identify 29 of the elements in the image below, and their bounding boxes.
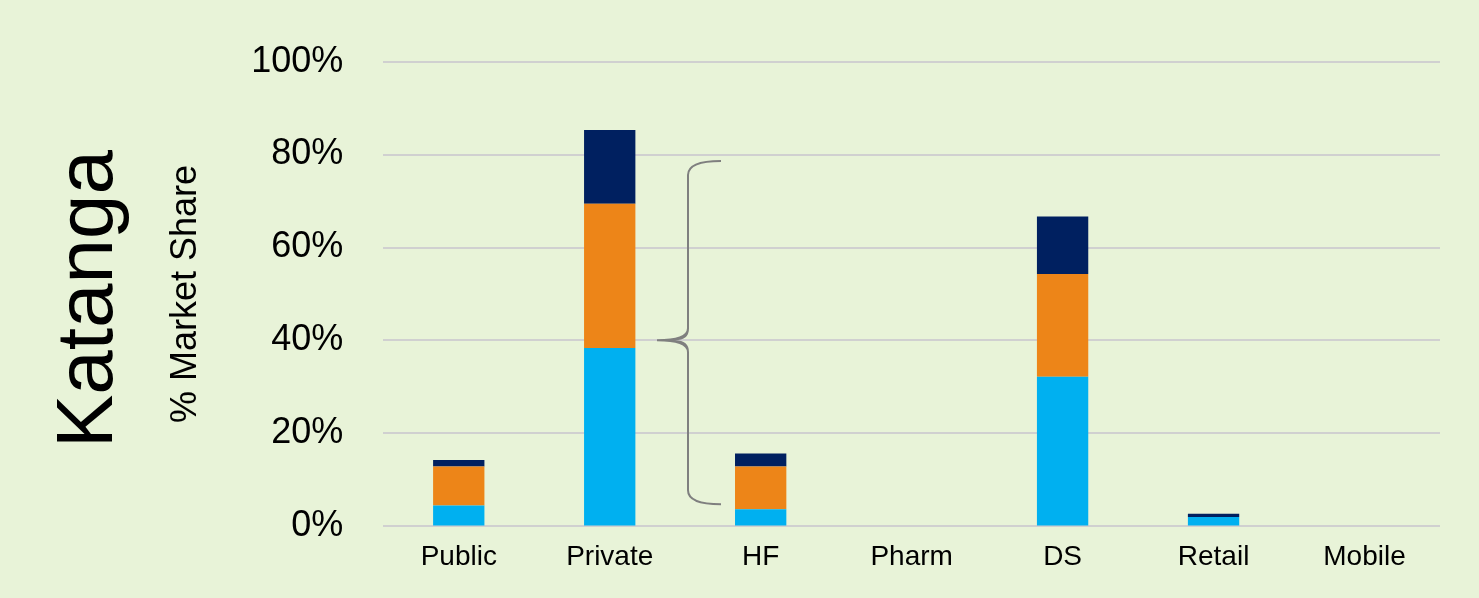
bar — [735, 466, 787, 510]
x-tick-label: Retail — [1177, 539, 1250, 571]
bar — [584, 203, 636, 348]
bar — [433, 505, 485, 526]
x-tick-label: HF — [742, 539, 780, 571]
y-tick-label: 20% — [271, 410, 344, 452]
bar — [433, 466, 485, 506]
y-tick-label: 60% — [271, 224, 344, 266]
y-tick-label: 40% — [271, 317, 344, 359]
bar — [1187, 517, 1240, 526]
bar — [735, 453, 787, 467]
bar — [433, 459, 485, 467]
y-tick-label: 100% — [251, 38, 344, 80]
x-tick-label: Mobile — [1323, 539, 1406, 571]
x-tick-label: Pharm — [870, 539, 953, 571]
bar — [584, 347, 636, 526]
x-tick-label: Public — [420, 539, 497, 571]
y-tick-label: 0% — [291, 503, 344, 545]
bar — [1187, 513, 1240, 518]
y-tick-label: 80% — [271, 131, 344, 173]
text: Katanga — [39, 149, 130, 449]
bar — [1036, 216, 1089, 275]
bar — [1036, 274, 1089, 377]
x-tick-label: DS — [1043, 539, 1083, 571]
bar — [584, 129, 636, 204]
x-tick-label: Private — [566, 539, 654, 571]
bar — [1036, 376, 1089, 526]
bar — [735, 509, 787, 526]
y-axis-title: % Market Share — [162, 164, 204, 424]
